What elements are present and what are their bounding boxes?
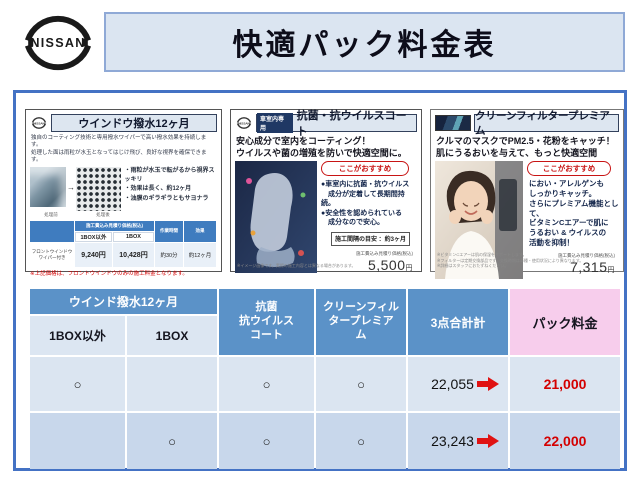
card1-media: → ・雨粒が水玉で転がるから視界スッキリ ・効果は長く、約12ヶ月 ・油膜のギラ… — [30, 166, 218, 211]
card1-image-labels: 処理前 処理後 — [30, 212, 217, 218]
nissan-mini-logo-icon: NISSAN — [31, 117, 47, 129]
card-window-repellent: NISSAN ウインドウ撥水12ヶ月 独自のコーティング技術と専用撥水ワイパーで… — [25, 109, 222, 277]
card3-price: 7,315円 — [523, 259, 615, 275]
table-header-window-repellent: ウインド撥水12ヶ月 — [30, 289, 217, 314]
card3-title: クリーンフィルタープレミアム — [474, 110, 619, 137]
card1-table-corner — [30, 220, 74, 242]
card2-content: ここがおすすめ ●車室内に抗菌・抗ウイルス 成分が定着して長期間持続。 ●安全性… — [235, 161, 417, 274]
card3-content: ここがおすすめ におい・アレルゲンも しっかりキャッチ。 さらにプレミアム機能と… — [435, 161, 619, 280]
card1-header: NISSAN ウインドウ撥水12ヶ月 — [30, 114, 217, 132]
table-header-1box: 1BOX — [127, 316, 217, 355]
card1-effect-duration: 約12ヶ月 — [184, 242, 216, 267]
table-header-clean-filter: クリーンフィル タープレミア ム — [316, 289, 406, 355]
nissan-mini-logo-icon: NISSAN — [236, 117, 252, 129]
card1-price-1box-other: 9,240円 — [75, 242, 112, 267]
row1-total: 22,055 — [431, 376, 474, 392]
card2-right-column: ここがおすすめ ●車室内に抗菌・抗ウイルス 成分が定着して長期間持続。 ●安全性… — [317, 161, 417, 273]
card2-recommend-badge: ここがおすすめ — [321, 161, 409, 177]
card1-price-header: 施工費込み見積り価格(税込) — [75, 220, 154, 231]
card3-price-unit: 円 — [607, 266, 615, 274]
smiling-woman-image — [435, 161, 523, 280]
card2-price-number: 5,500 — [367, 256, 406, 273]
card1-bullet-2: ・効果は長く、約12ヶ月 — [124, 186, 192, 193]
row2-total: 23,243 — [431, 433, 474, 449]
card2-price-label: 施工費込み見積り価格(税込) — [356, 250, 413, 256]
card1-effect-header: 効果 — [184, 220, 216, 242]
card2-interval-box: 施工間隔の目安 ：約3ヶ月 — [331, 231, 411, 246]
main-panel: NISSAN ウインドウ撥水12ヶ月 独自のコーティング技術と専用撥水ワイパーで… — [13, 90, 627, 471]
card1-time-header: 作業時間 — [155, 220, 183, 242]
card2-headline: 安心成分で室内をコーティング！ ウイルスや菌の増殖を防いで快適空間に。 — [236, 136, 407, 158]
row2-total-cell: 23,243 — [408, 413, 508, 469]
card1-bullets: ・雨粒が水玉で転がるから視界スッキリ ・効果は長く、約12ヶ月 ・油膜のギラギラ… — [125, 167, 218, 204]
card2-price: 5,500円 — [317, 257, 413, 273]
nissan-logo-text: NISSAN — [30, 36, 85, 50]
before-label: 処理前 — [44, 211, 58, 217]
card2-title: 抗菌・抗ウイルスコート — [296, 110, 407, 138]
row1-1box — [127, 357, 217, 411]
svg-text:NISSAN: NISSAN — [238, 121, 250, 125]
card2-bullets: ●車室内に抗菌・抗ウイルス 成分が定着して長期間持続。 ●安全性を認められている… — [321, 181, 410, 227]
card1-price-1box: 10,428円 — [113, 242, 154, 267]
card3-header: クリーンフィルタープレミアム — [435, 110, 619, 137]
page-title: 快適パック料金表 — [104, 12, 625, 72]
card2-room-badge: 車室内専用 — [257, 113, 293, 133]
card1-bullet-1: ・雨粒が水玉で転がるから視界スッキリ — [124, 167, 215, 183]
after-treatment-image — [75, 166, 121, 211]
card1-work-time: 約30分 — [155, 242, 183, 267]
table-header-pack-price: パック料金 — [510, 289, 620, 355]
row1-antibacterial: ○ — [219, 357, 314, 411]
after-label: 処理後 — [96, 211, 110, 217]
card-antibacterial-coat: NISSAN 車室内専用 抗菌・抗ウイルスコート 安心成分で室内をコーティング！… — [230, 109, 422, 274]
card3-recommend-badge: ここがおすすめ — [527, 161, 611, 177]
card3-price-number: 7,315 — [569, 258, 608, 275]
table-header-total: 3点合計計 — [408, 289, 508, 355]
row2-antibacterial: ○ — [219, 413, 314, 469]
card3-headline: クルマのマスクでPM2.5・花粉をキャッチ！ 肌にうるおいを与えて、もっと快適空… — [436, 136, 615, 158]
row2-1box-other — [30, 413, 125, 469]
before-treatment-image — [30, 166, 66, 207]
card2-price-block: 施工費込み見積り価格(税込) 5,500円 — [317, 251, 417, 273]
card1-note: ※上記価格は、フロントウインドウのみの施工料金となります。 — [30, 270, 188, 277]
card3-right-column: ここがおすすめ におい・アレルゲンも しっかりキャッチ。 さらにプレミアム機能と… — [523, 161, 619, 279]
card3-price-block: 施工費込み見積り価格(税込) 7,315円 — [523, 253, 619, 275]
card2-header: NISSAN 車室内専用 抗菌・抗ウイルスコート — [235, 110, 417, 138]
table-header-1box-other: 1BOX以外 — [30, 316, 125, 355]
card1-row-label: フロントウインドウ ワイパー付き — [30, 242, 74, 267]
card3-body-text: におい・アレルゲンも しっかりキャッチ。 さらにプレミアム機能として、 ビタミン… — [529, 179, 619, 247]
row2-1box: ○ — [127, 413, 217, 469]
card3-disclaimer: ※ビタミンCエアーは肌の保湿をサポートします。 ※フィルターは定期交換部品です。… — [437, 252, 584, 268]
nissan-logo-icon: NISSAN — [24, 15, 92, 71]
card2-disclaimer: ※イメージ画像です。実際の施工内容とは異なる場合があります。 — [237, 262, 356, 268]
red-arrow-icon — [476, 377, 499, 391]
table-header-antibacterial: 抗菌 抗ウイルス コート — [219, 289, 314, 355]
card1-col-1box: 1BOX — [113, 231, 154, 242]
car-interior-thumbnail — [435, 115, 471, 131]
card1-bullet-3: ・油膜のギラギラともサヨナラ — [124, 195, 209, 202]
card1-title: ウインドウ撥水12ヶ月 — [51, 114, 217, 132]
row2-pack-price: 22,000 — [510, 413, 620, 469]
pack-price-table: ウインド撥水12ヶ月 1BOX以外 1BOX 抗菌 抗ウイルス コート クリーン… — [30, 289, 620, 469]
card-clean-filter-premium: クリーンフィルタープレミアム クルマのマスクでPM2.5・花粉をキャッチ！ 肌に… — [430, 109, 624, 280]
row1-1box-other: ○ — [30, 357, 125, 411]
svg-text:NISSAN: NISSAN — [33, 121, 45, 125]
row1-pack-price: 21,000 — [510, 357, 620, 411]
card1-col-1box-other: 1BOX以外 — [75, 231, 112, 242]
card2-price-unit: 円 — [405, 264, 413, 272]
row1-clean-filter: ○ — [316, 357, 406, 411]
row2-clean-filter: ○ — [316, 413, 406, 469]
car-seat-image — [235, 161, 317, 274]
card3-price-label: 施工費込み見積り価格(税込) — [558, 252, 615, 258]
arrow-right-icon: → — [66, 182, 75, 192]
red-arrow-icon — [476, 434, 499, 448]
row1-total-cell: 22,055 — [408, 357, 508, 411]
card1-description: 独自のコーティング技術と専用撥水ワイパーで高い撥水効果を持続します。 処理した面… — [31, 135, 207, 164]
card2-titlebar: 車室内専用 抗菌・抗ウイルスコート — [256, 110, 417, 138]
card1-price-table: 施工費込み見積り価格(税込) 作業時間 効果 1BOX以外 1BOX フロントウ… — [30, 220, 216, 267]
